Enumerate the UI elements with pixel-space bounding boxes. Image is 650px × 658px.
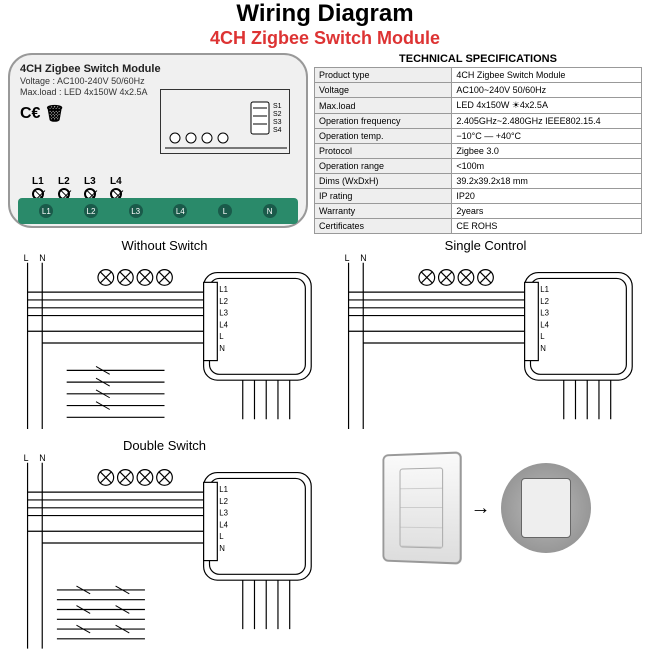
svg-text:L3: L3 [540,309,549,318]
module-voltage: Voltage : AC100-240V 50/60Hz [20,76,296,87]
svg-text:L4: L4 [219,520,228,529]
svg-text:L: L [219,532,224,541]
svg-text:L: L [24,453,29,463]
svg-text:N: N [219,544,225,553]
spec-table: TECHNICAL SPECIFICATIONS Product type4CH… [314,53,642,234]
diagram-single-control: Single Control L N L1L2L3L4 [329,238,642,434]
svg-text:S1: S1 [273,103,282,110]
wall-switch-icon [382,451,461,564]
page-title: Wiring Diagram [0,0,650,28]
svg-text:N: N [39,253,45,263]
module-photo: 4CH Zigbee Switch Module Voltage : AC100… [8,53,308,228]
svg-text:S4: S4 [273,127,282,134]
module-mini-diagram: S1S2S3S4 [160,89,290,154]
svg-text:L2: L2 [540,297,549,306]
svg-text:N: N [219,344,225,353]
svg-text:N: N [39,453,45,463]
svg-text:S3: S3 [273,119,282,126]
installation-illustration: → [329,438,642,578]
svg-text:L3: L3 [219,309,228,318]
svg-text:L: L [219,332,224,341]
svg-text:N: N [360,253,366,263]
arrow-icon: → [471,497,491,520]
svg-text:L3: L3 [219,509,228,518]
svg-text:L1: L1 [219,485,228,494]
backbox-icon [501,463,591,553]
page-subtitle: 4CH Zigbee Switch Module [0,28,650,49]
svg-text:N: N [540,344,546,353]
svg-text:L2: L2 [219,497,228,506]
svg-text:S2: S2 [273,111,282,118]
weee-icon: 🗑 [44,104,64,124]
spec-title: TECHNICAL SPECIFICATIONS [314,53,642,65]
svg-text:L2: L2 [219,297,228,306]
ce-mark: C€ [20,105,40,123]
diagram-without-switch: Without Switch L N [8,238,321,434]
svg-text:L: L [345,253,350,263]
svg-text:L: L [24,253,29,263]
module-name: 4CH Zigbee Switch Module [20,63,296,76]
svg-text:L4: L4 [540,320,549,329]
diagram-double-switch: Double Switch L N L1L2L3L4 [8,438,321,654]
svg-text:L: L [540,332,545,341]
svg-text:L1: L1 [540,285,549,294]
svg-text:L4: L4 [219,320,228,329]
svg-text:L1: L1 [219,285,228,294]
terminal-block: L1 L2 L3 L4 L N [18,198,298,224]
